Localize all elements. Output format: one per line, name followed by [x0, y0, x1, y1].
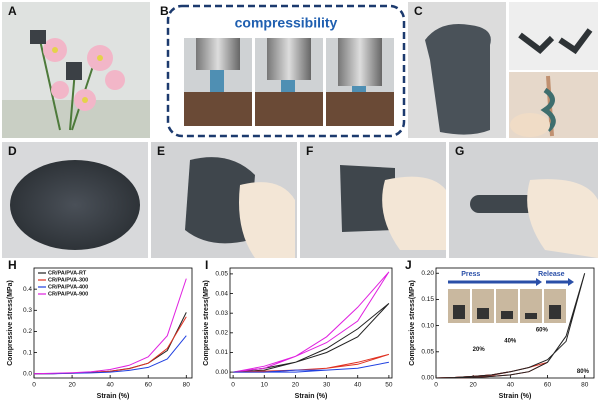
legend-label: CR/PA/PVA-400: [48, 284, 88, 290]
photo-f: F: [300, 142, 446, 258]
series-line: [34, 335, 187, 375]
panel-label: J: [405, 258, 412, 272]
series-line: [233, 361, 389, 373]
y-tick-label: 0.04: [215, 290, 228, 297]
panel-label: I: [205, 258, 208, 272]
x-tick-label: 0: [231, 382, 235, 389]
panel-label: G: [455, 144, 464, 158]
panel-label: E: [157, 144, 165, 158]
plot-frame: [435, 267, 595, 379]
annotation: 40%: [504, 339, 517, 345]
photo-b: B compressibility: [160, 4, 406, 138]
legend-label: CR/PA/PVA-RT: [48, 270, 87, 276]
y-tick-label: 0.3: [23, 307, 32, 314]
y-tick-label: 0.03: [215, 310, 228, 317]
annotation: 80%: [577, 369, 590, 375]
photo-c: C: [408, 2, 598, 138]
x-tick-label: 40: [354, 382, 362, 389]
annotation: 60%: [536, 328, 549, 334]
series-line: [435, 273, 586, 379]
y-tick-label: 0.1: [23, 349, 32, 356]
annotation: Release: [538, 271, 565, 278]
x-tick-label: 80: [581, 382, 589, 389]
plot-frame: [33, 267, 193, 379]
y-tick-label: 0.2: [23, 328, 32, 335]
y-tick-label: 0.05: [215, 271, 228, 278]
y-axis-label: Compressive stress(MPa): [7, 280, 14, 366]
x-tick-label: 80: [183, 382, 191, 389]
photo-a: A: [2, 2, 150, 138]
x-tick-label: 10: [261, 382, 269, 389]
panel-label: F: [306, 144, 313, 158]
y-tick-label: 0.01: [215, 349, 228, 356]
series-line: [233, 303, 390, 373]
photo-e: E: [151, 142, 297, 258]
x-tick-label: 0: [434, 382, 438, 389]
legend-label: CR/PA/PVA-300: [48, 277, 88, 283]
x-tick-label: 20: [292, 382, 300, 389]
plot-frame: [229, 267, 393, 379]
series-line: [233, 271, 390, 373]
annotation: Press: [461, 271, 480, 278]
x-tick-label: 0: [32, 382, 36, 389]
panel-label: B: [160, 4, 169, 18]
y-axis-label: Compressive stress(MPa): [409, 280, 416, 366]
y-tick-label: 0.20: [421, 270, 434, 277]
compressibility-title: compressibility: [235, 15, 338, 31]
x-tick-label: 40: [507, 382, 515, 389]
x-tick-label: 30: [323, 382, 331, 389]
photo-d: D: [2, 142, 148, 258]
x-axis-label: Strain (%): [97, 393, 130, 400]
legend-label: CR/PA/PVA-900: [48, 291, 88, 297]
panel-label: C: [414, 4, 423, 18]
y-tick-label: 0.10: [421, 322, 434, 329]
inset-photos: [448, 278, 574, 323]
y-axis-label: Compressive stress(MPa): [203, 280, 210, 366]
x-tick-label: 60: [145, 382, 153, 389]
x-axis-label: Strain (%): [295, 393, 328, 400]
panel-label: D: [8, 144, 17, 158]
photo-g: G: [449, 142, 598, 258]
x-tick-label: 40: [107, 382, 115, 389]
y-tick-label: 0.0: [23, 370, 32, 377]
y-tick-label: 0.00: [421, 375, 434, 382]
series-line: [33, 278, 187, 375]
annotation: 20%: [473, 347, 486, 353]
x-axis-label: Strain (%): [499, 393, 532, 400]
y-tick-label: 0.05: [421, 349, 434, 356]
y-tick-label: 0.15: [421, 296, 434, 303]
x-tick-label: 60: [544, 382, 552, 389]
y-tick-label: 0.00: [215, 369, 228, 376]
y-tick-label: 0.02: [215, 330, 228, 337]
series-line: [33, 312, 187, 375]
x-tick-label: 50: [385, 382, 393, 389]
panel-label: H: [8, 258, 17, 272]
panel-label: A: [8, 4, 17, 18]
series-line: [33, 316, 187, 375]
y-tick-label: 0.4: [23, 286, 32, 293]
x-tick-label: 20: [68, 382, 76, 389]
x-tick-label: 20: [470, 382, 478, 389]
